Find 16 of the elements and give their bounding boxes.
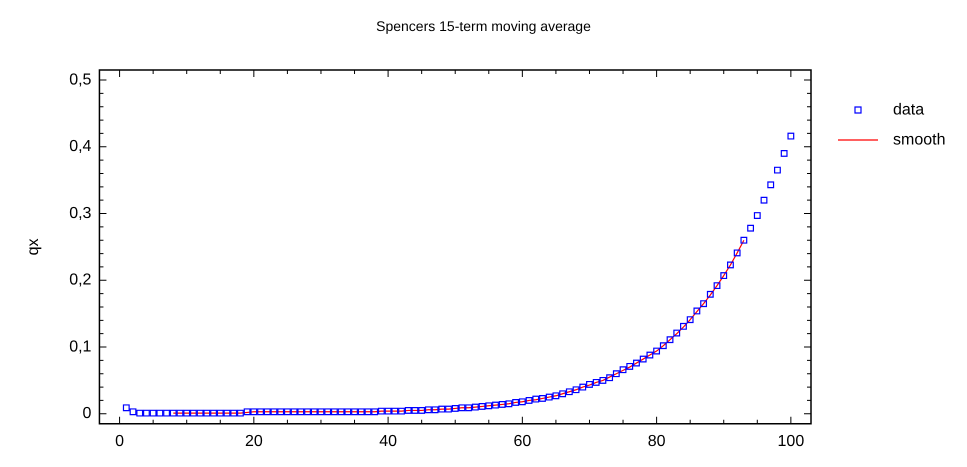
y-tick-label: 0,5 — [69, 71, 92, 88]
x-tick-label: 60 — [513, 432, 532, 450]
y-axis-title: qx — [25, 238, 42, 256]
y-tick-label: 0,3 — [69, 204, 92, 222]
legend-label: smooth — [893, 131, 946, 148]
chart-title: Spencers 15-term moving average — [376, 18, 592, 34]
y-tick-label: 0,4 — [69, 138, 92, 156]
y-tick-label: 0 — [82, 405, 92, 422]
x-tick-label: 100 — [778, 432, 804, 450]
x-tick-label: 40 — [379, 432, 398, 450]
x-tick-label: 0 — [115, 432, 124, 450]
y-tick-label: 0,1 — [69, 338, 92, 356]
y-tick-label: 0,2 — [69, 272, 92, 289]
x-tick-label: 80 — [648, 432, 666, 450]
legend-label: data — [893, 101, 924, 118]
x-tick-label: 20 — [244, 432, 263, 450]
